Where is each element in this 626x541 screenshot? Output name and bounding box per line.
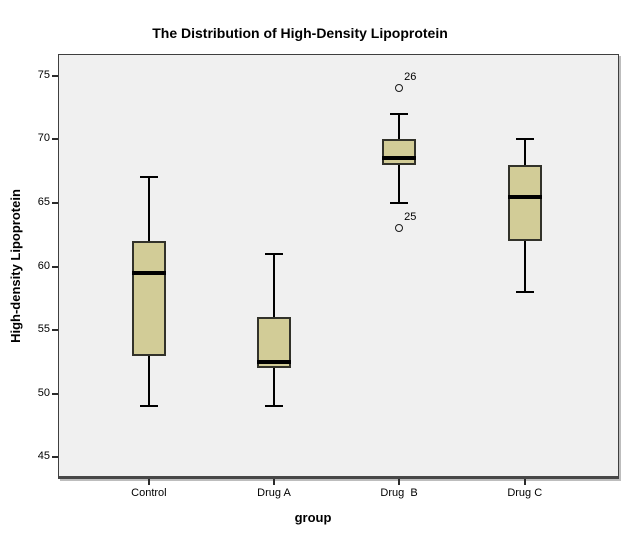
outlier-case-label: 26 bbox=[404, 71, 417, 84]
lower-whisker-cap bbox=[390, 201, 409, 204]
x-tick-mark bbox=[147, 479, 150, 485]
y-tick-label: 60 bbox=[37, 259, 50, 272]
upper-whisker-line bbox=[272, 253, 275, 318]
median-line bbox=[382, 156, 417, 161]
x-axis-title: group bbox=[294, 510, 332, 525]
iqr-box bbox=[131, 241, 166, 356]
iqr-box bbox=[507, 164, 542, 242]
y-tick-label: 75 bbox=[37, 68, 50, 81]
outlier-point bbox=[395, 84, 404, 93]
y-tick-mark bbox=[52, 329, 58, 332]
x-tick-label: Drug B bbox=[380, 487, 418, 499]
x-tick-mark bbox=[398, 479, 401, 485]
y-tick-mark bbox=[52, 392, 58, 395]
outlier-case-label: 25 bbox=[404, 211, 417, 224]
y-tick-mark bbox=[52, 456, 58, 459]
upper-whisker-cap bbox=[264, 252, 283, 255]
x-tick-mark bbox=[272, 479, 275, 485]
upper-whisker-line bbox=[147, 177, 150, 242]
x-tick-mark bbox=[523, 479, 526, 485]
upper-whisker-line bbox=[523, 139, 526, 165]
iqr-box bbox=[382, 139, 417, 165]
y-tick-mark bbox=[52, 74, 58, 77]
chart-title: The Distribution of High-Density Lipopro… bbox=[152, 25, 448, 41]
iqr-box bbox=[256, 317, 291, 369]
upper-whisker-line bbox=[398, 113, 401, 140]
y-tick-mark bbox=[52, 201, 58, 204]
lower-whisker-cap bbox=[264, 405, 283, 408]
y-tick-label: 50 bbox=[37, 386, 50, 399]
lower-whisker-line bbox=[523, 241, 526, 292]
upper-whisker-cap bbox=[515, 138, 534, 141]
upper-whisker-cap bbox=[390, 112, 409, 115]
lower-whisker-line bbox=[147, 355, 150, 407]
outlier-point bbox=[395, 224, 404, 233]
plot-area: 26 25 bbox=[58, 54, 619, 479]
y-tick-label: 65 bbox=[37, 195, 50, 208]
y-tick-label: 55 bbox=[37, 323, 50, 336]
lower-whisker-cap bbox=[139, 405, 158, 408]
x-tick-label: Drug C bbox=[507, 487, 543, 499]
median-line bbox=[256, 359, 291, 364]
upper-whisker-cap bbox=[139, 176, 158, 179]
lower-whisker-line bbox=[398, 164, 401, 203]
x-tick-label: Drug A bbox=[257, 487, 291, 499]
y-tick-label: 70 bbox=[37, 132, 50, 145]
y-tick-mark bbox=[52, 265, 58, 268]
y-tick-label: 45 bbox=[37, 450, 50, 463]
median-line bbox=[507, 194, 542, 199]
lower-whisker-cap bbox=[515, 290, 534, 293]
y-tick-mark bbox=[52, 138, 58, 141]
median-line bbox=[131, 270, 166, 275]
lower-whisker-line bbox=[272, 368, 275, 407]
x-tick-label: Control bbox=[131, 487, 167, 499]
